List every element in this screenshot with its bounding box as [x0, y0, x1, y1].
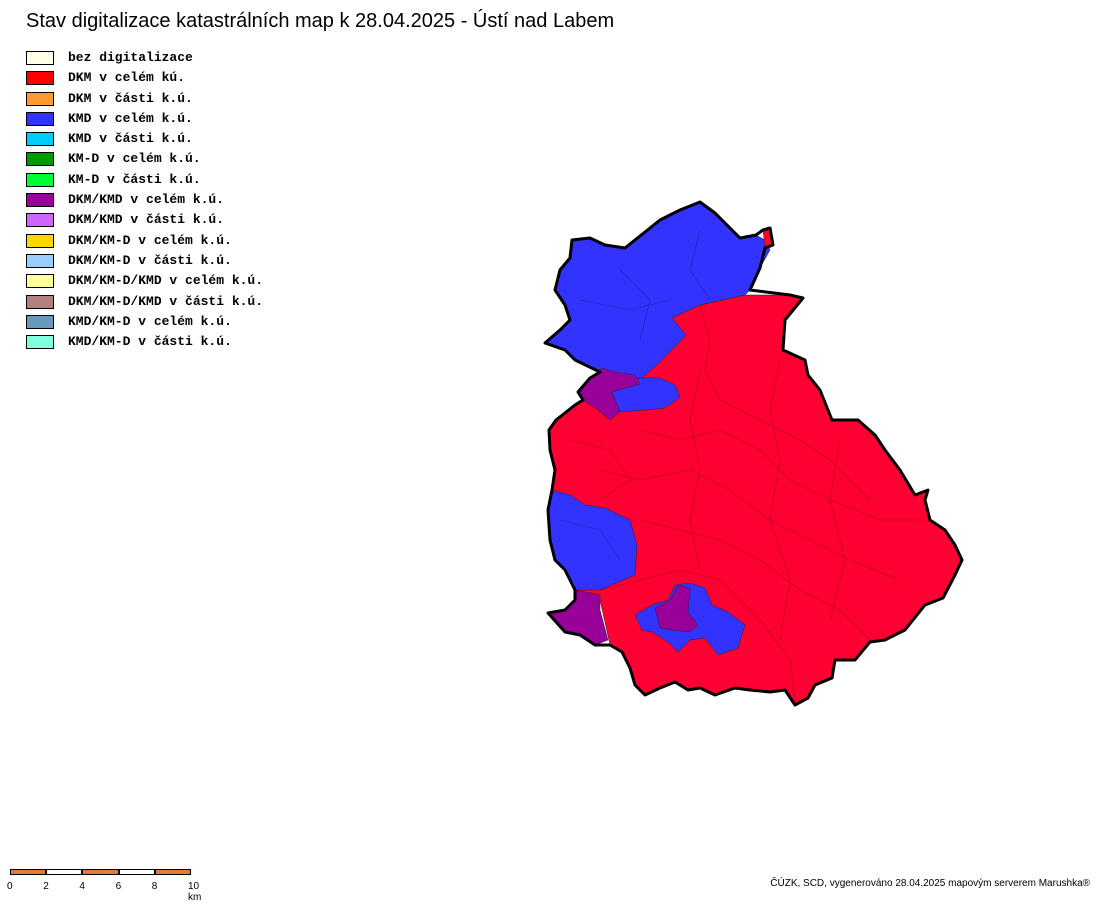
legend-swatch	[26, 91, 54, 106]
legend-label: bez digitalizace	[68, 50, 193, 65]
region-dkm-kmd-southwest[interactable]	[547, 589, 609, 646]
scale-segment	[46, 869, 83, 875]
legend-swatch	[26, 274, 54, 289]
legend-label: DKM/KMD v celém k.ú.	[68, 192, 225, 208]
legend-swatch	[26, 71, 54, 86]
region-dkm-kmd-upper[interactable]	[577, 367, 641, 421]
scale-tick-label: 4	[79, 881, 85, 892]
scale-bar: 0 2 4 6 8 10 km	[7, 869, 201, 903]
region-dkm-kmd-south[interactable]	[654, 584, 699, 633]
scale-segment	[154, 869, 191, 875]
legend-label: DKM v části k.ú.	[68, 90, 193, 106]
scale-segment	[118, 869, 155, 875]
legend-label: DKM/KM-D v části k.ú.	[68, 252, 232, 268]
cadastral-boundaries	[559, 229, 925, 701]
scale-tick-label: 2	[43, 881, 49, 892]
credits-text: ČÚZK, SCD, vygenerováno 28.04.2025 mapov…	[770, 878, 1090, 889]
scale-tick-label: 8	[151, 881, 158, 892]
scale-segment	[10, 869, 47, 875]
scale-segment	[82, 869, 119, 875]
legend-swatch	[26, 51, 54, 65]
scale-tick-label: 0	[7, 881, 13, 892]
legend-swatch	[26, 152, 54, 167]
legend-label: KM-D v celém k.ú.	[68, 151, 201, 167]
legend-label: KMD/KM-D v části k.ú.	[68, 334, 232, 350]
legend-label: DKM v celém kú.	[68, 70, 186, 86]
legend-swatch	[26, 335, 54, 350]
legend-swatch	[26, 294, 54, 309]
legend-swatch	[26, 314, 54, 329]
legend-swatch	[26, 193, 54, 208]
legend-swatch	[26, 172, 54, 187]
scale-tick-label: 6	[115, 881, 122, 892]
legend-swatch	[26, 111, 54, 126]
legend-label: KMD v celém k.ú.	[68, 110, 193, 126]
legend-label: DKM/KM-D/KMD v části k.ú.	[68, 293, 264, 309]
legend-swatch	[26, 253, 54, 268]
legend-label: DKM/KM-D/KMD v celém k.ú.	[68, 273, 264, 289]
district-outline	[543, 200, 964, 707]
legend-label: KMD/KM-D v celém k.ú.	[68, 313, 232, 329]
legend-swatch	[26, 233, 54, 248]
legend-label: KMD v části k.ú.	[68, 131, 193, 147]
scale-tick-label: 10 km	[188, 881, 202, 903]
map-title: Stav digitalizace katastrálních map k 28…	[26, 10, 615, 32]
legend-swatch	[26, 213, 54, 228]
legend-label: DKM/KMD v části k.ú.	[68, 212, 225, 228]
legend-label: DKM/KM-D v celém k.ú.	[68, 232, 232, 248]
legend-label: KM-D v části k.ú.	[68, 171, 201, 187]
legend-swatch	[26, 132, 54, 147]
